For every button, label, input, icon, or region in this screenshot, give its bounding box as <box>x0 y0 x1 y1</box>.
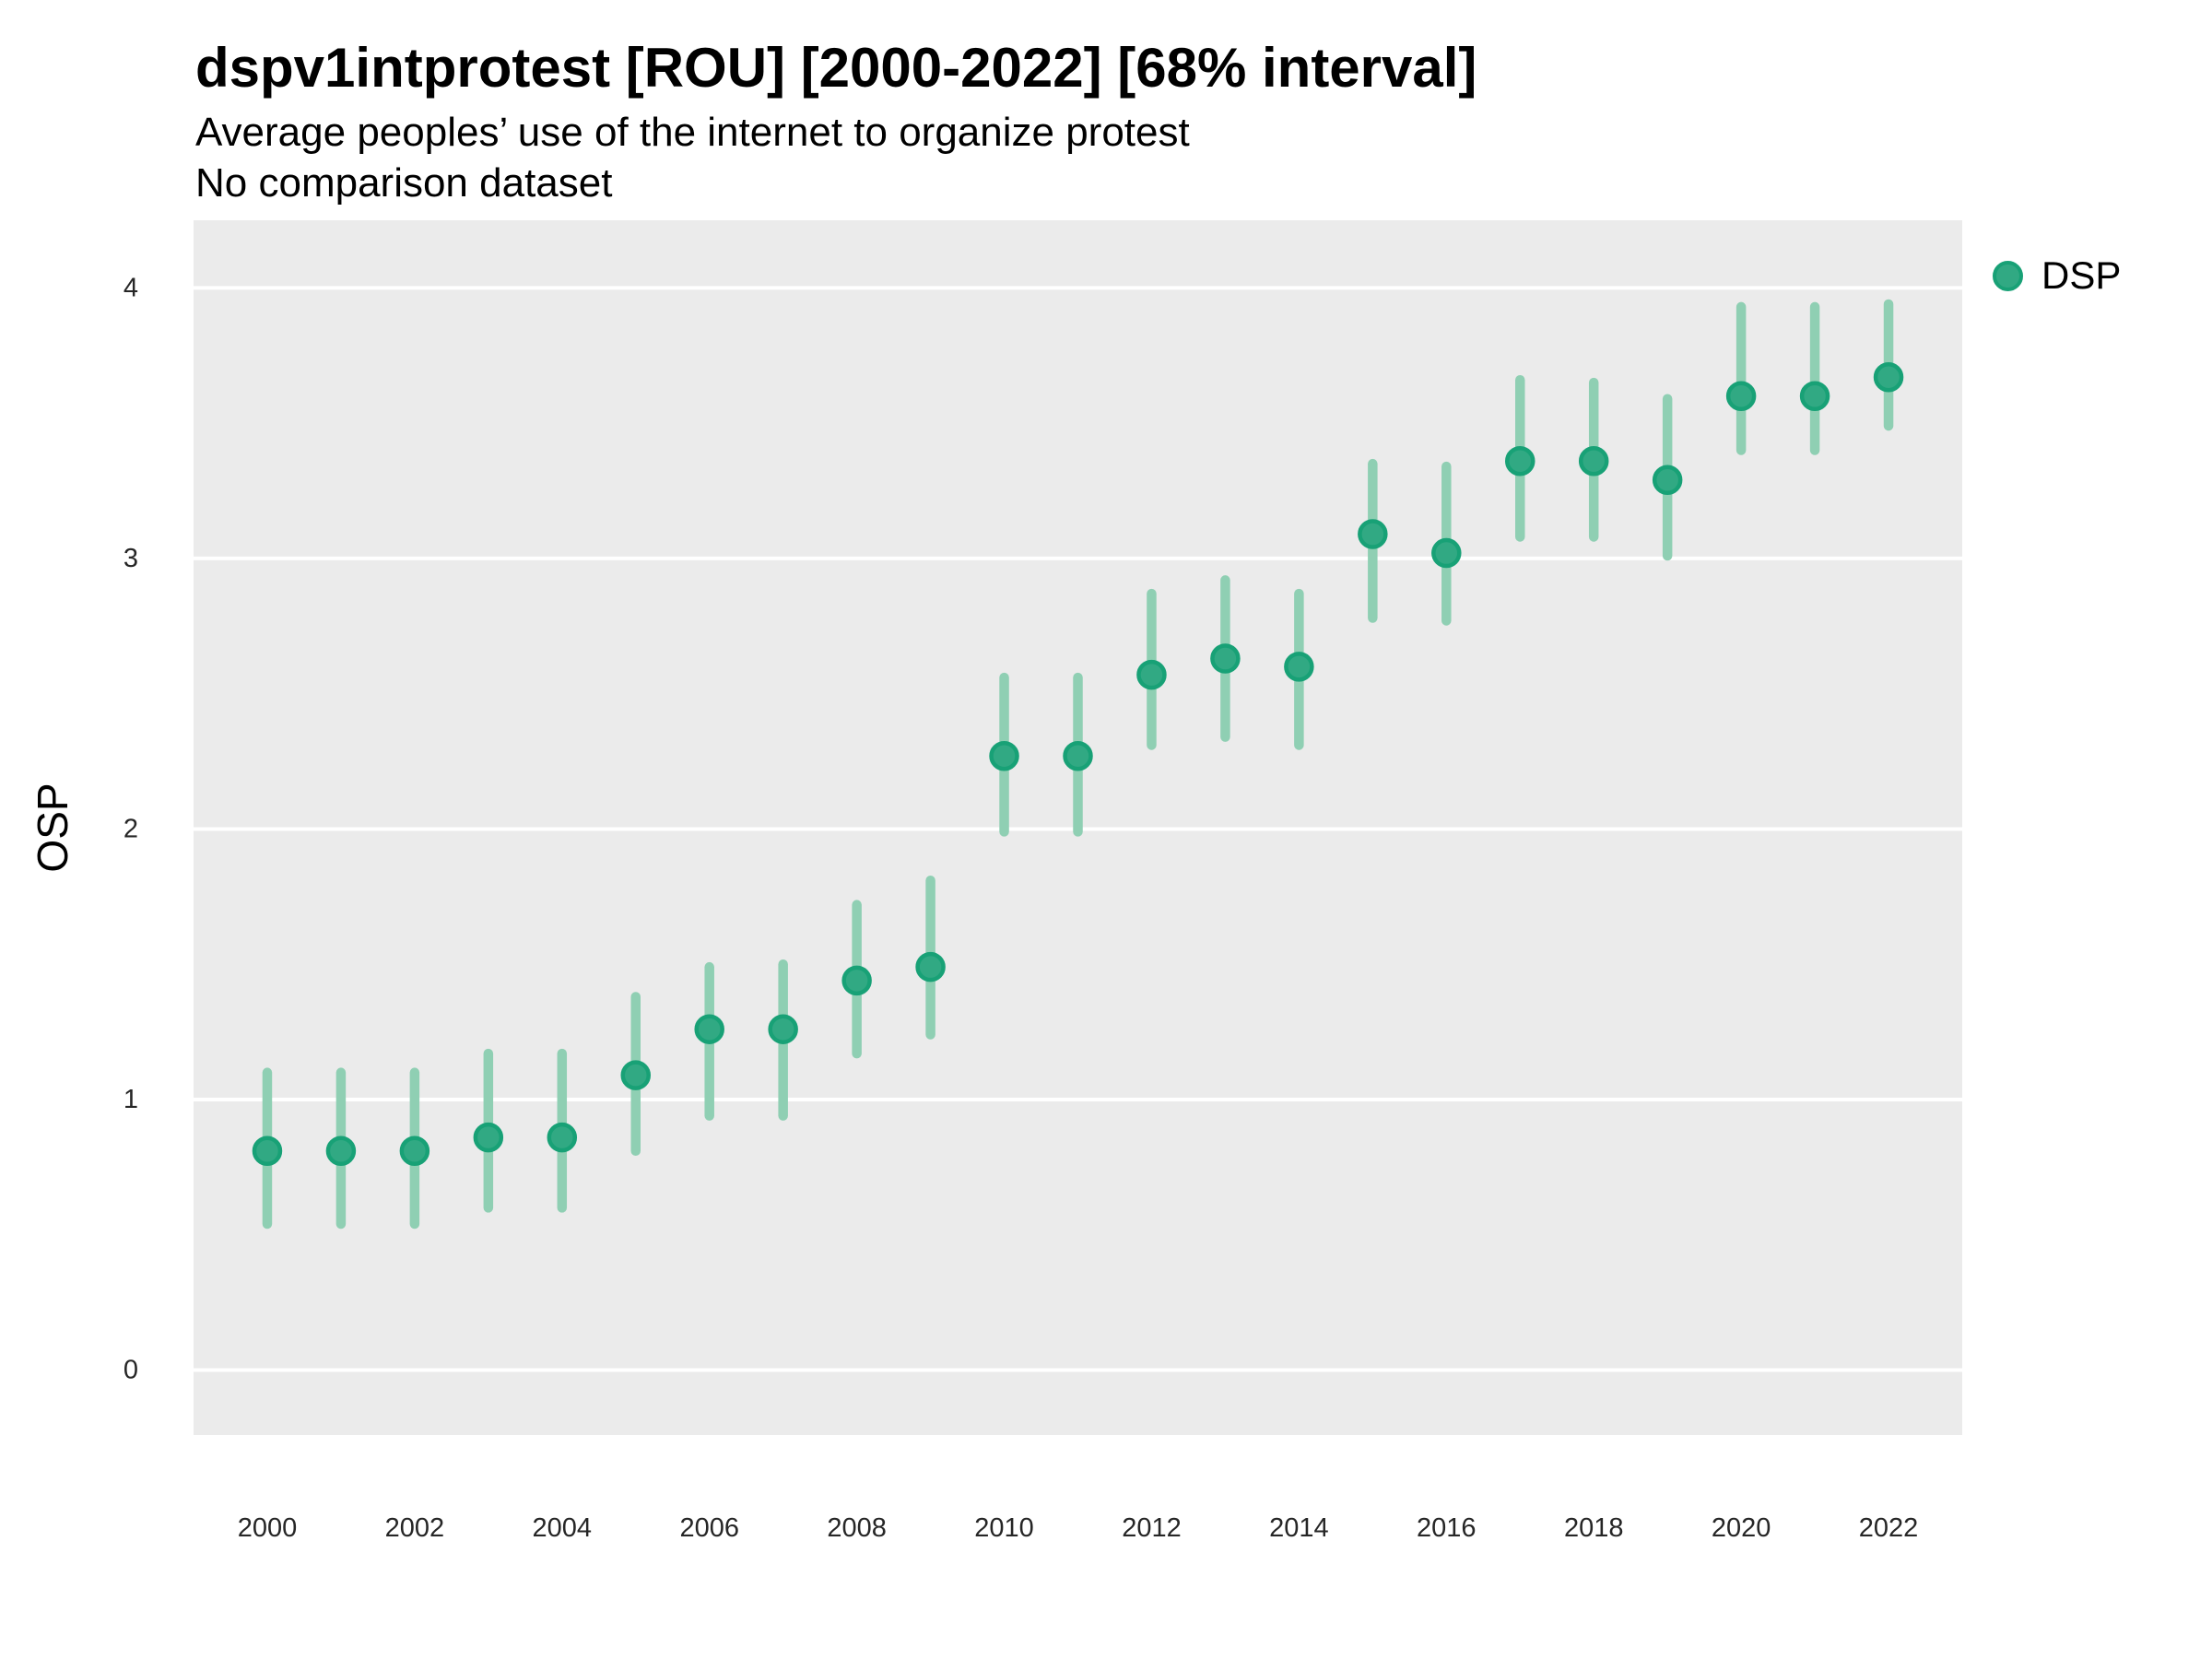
data-point-2022 <box>1873 362 1904 393</box>
data-point-2006 <box>694 1014 724 1044</box>
x-tick-label-2002: 2002 <box>385 1513 445 1543</box>
x-tick-label-2016: 2016 <box>1417 1513 1477 1543</box>
legend-label: DSP <box>2041 253 2122 297</box>
y-tick-label-2: 2 <box>124 814 138 843</box>
data-point-2011 <box>1063 740 1093 771</box>
y-tick-label-1: 1 <box>124 1085 138 1114</box>
data-point-2014 <box>1284 652 1314 682</box>
chart-subtitle: Average peoples’ use of the internet to … <box>195 110 1190 155</box>
legend: DSP <box>1993 253 2121 298</box>
data-point-2010 <box>989 740 1019 771</box>
y-axis-title: OSP <box>29 782 76 873</box>
x-tick-label-2014: 2014 <box>1269 1513 1329 1543</box>
data-point-2007 <box>768 1014 798 1044</box>
data-point-2018 <box>1578 446 1609 477</box>
x-tick-label-2000: 2000 <box>238 1513 298 1543</box>
x-tick-label-2008: 2008 <box>827 1513 887 1543</box>
data-point-2017 <box>1505 446 1535 477</box>
x-tick-label-2020: 2020 <box>1712 1513 1771 1543</box>
data-point-2015 <box>1358 519 1388 549</box>
data-point-2020 <box>1725 381 1757 412</box>
data-point-2019 <box>1652 465 1683 496</box>
data-point-2013 <box>1210 643 1241 674</box>
chart-title: dspv1intprotest [ROU] [2000-2022] [68% i… <box>195 37 1477 99</box>
data-point-2005 <box>620 1060 651 1090</box>
data-point-2008 <box>841 965 872 996</box>
x-tick-label-2018: 2018 <box>1564 1513 1624 1543</box>
chart-note: No comparison dataset <box>195 160 613 206</box>
x-tick-label-2022: 2022 <box>1859 1513 1919 1543</box>
x-tick-label-2006: 2006 <box>679 1513 739 1543</box>
x-tick-label-2012: 2012 <box>1122 1513 1182 1543</box>
x-tick-label-2004: 2004 <box>533 1513 593 1543</box>
data-point-2009 <box>915 951 946 982</box>
data-point-2004 <box>547 1122 578 1153</box>
data-point-2021 <box>1799 381 1830 412</box>
legend-point-icon <box>1993 260 2023 291</box>
y-tick-label-4: 4 <box>124 273 138 302</box>
x-tick-label-2010: 2010 <box>974 1513 1034 1543</box>
data-point-2016 <box>1431 537 1462 569</box>
y-tick-label-3: 3 <box>124 544 138 573</box>
data-point-2001 <box>325 1135 357 1167</box>
data-point-2002 <box>399 1135 430 1167</box>
y-tick-label-0: 0 <box>124 1356 138 1385</box>
data-point-2000 <box>252 1135 283 1167</box>
data-point-2012 <box>1136 659 1167 690</box>
data-point-2003 <box>473 1122 504 1153</box>
